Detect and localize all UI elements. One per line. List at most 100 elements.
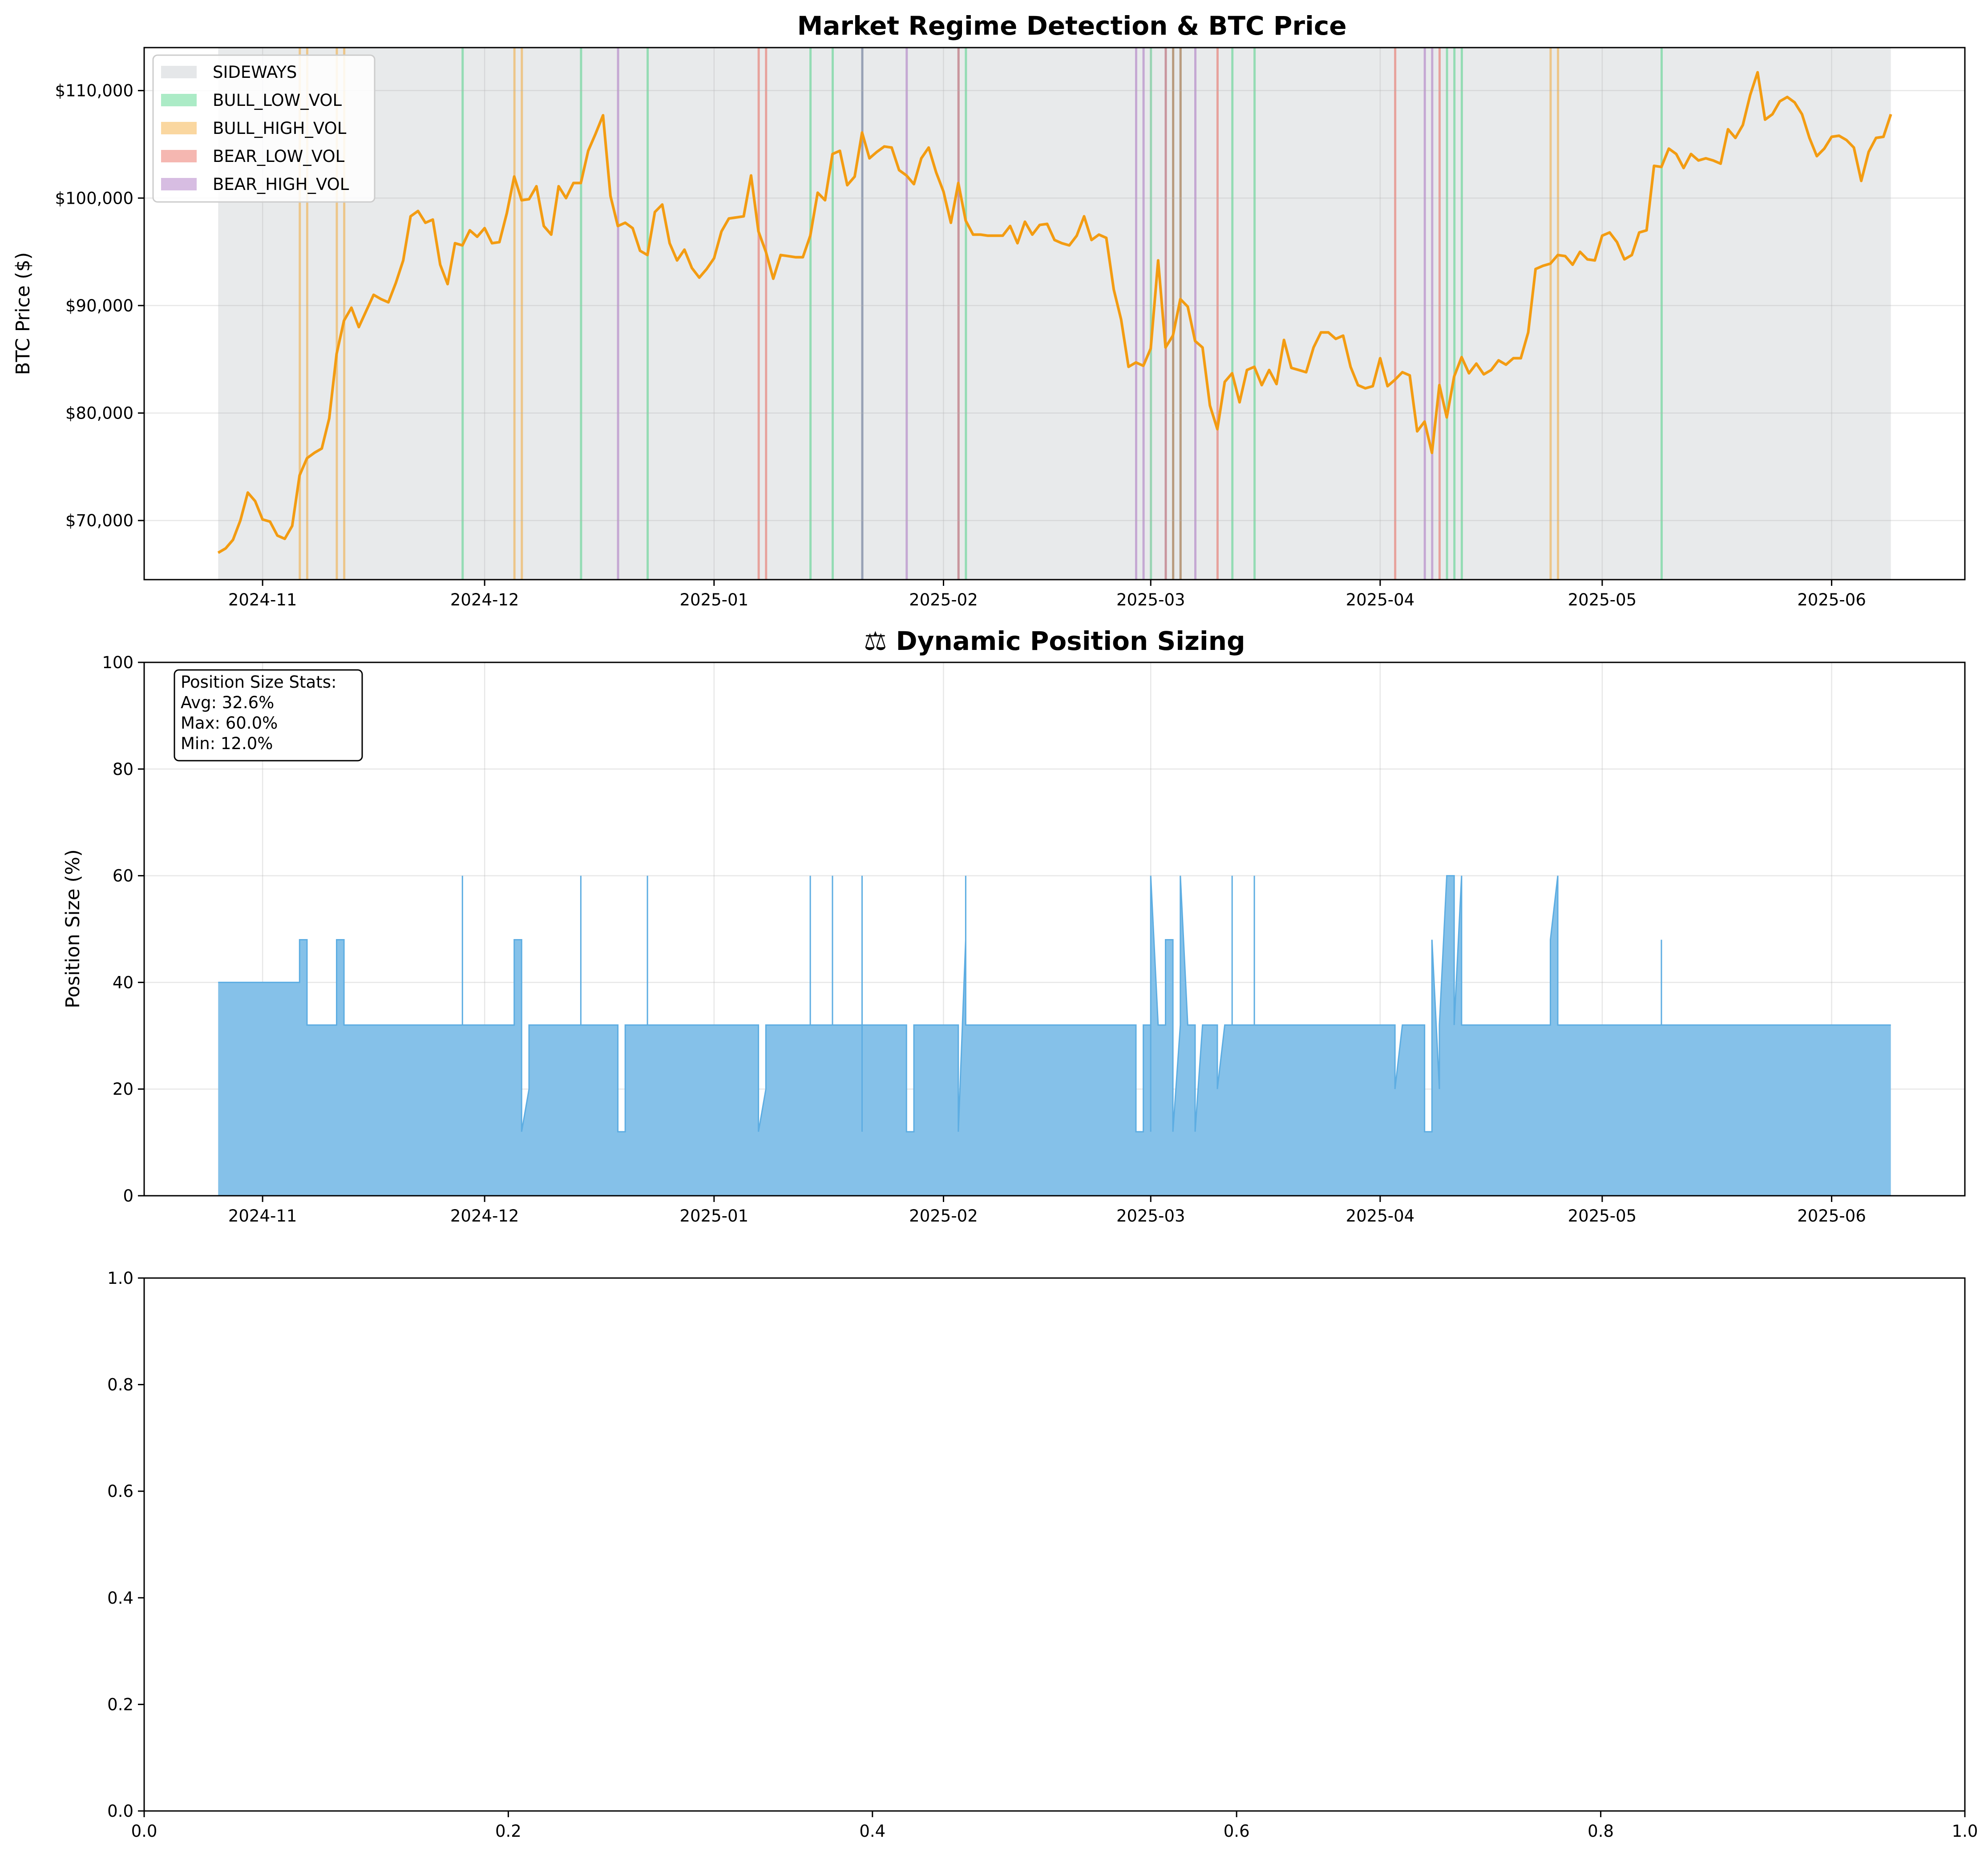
y-axis-ticks: 0.0 0.2 0.4 0.6 0.8 1.0 [107,1269,144,1821]
regime-band-bull_high_vol [521,48,523,580]
x-tick-label: 2025-02 [909,1206,978,1226]
y-tick-label: $80,000 [65,403,133,423]
regime-band-bull_low_vol [647,48,649,580]
price-series [217,71,1892,554]
regime-band-bull_high_vol [335,48,338,580]
regime-band-bull_high_vol [299,48,301,580]
x-tick-label: 0.2 [495,1822,521,1841]
legend-swatch-bull_high_vol [161,122,197,134]
y-tick-label: 60 [113,867,133,886]
x-tick-label: 0.8 [1588,1822,1614,1841]
stats-header: Position Size Stats: [181,673,336,692]
x-tick-label: 2024-12 [450,1206,519,1226]
y-tick-label: 20 [113,1080,133,1099]
regime-band-bear_low_vol [1172,48,1175,580]
regime-band-bull_high_vol [306,48,308,580]
regime-band-bull_low_vol [1460,48,1463,580]
regime-band-bear_high_vol [957,48,960,580]
regime-band-bull_low_vol [965,48,967,580]
x-axis-ticks: 2024-11 2024-12 2025-01 2025-02 2025-03 2025-… [228,580,1866,609]
y-tick-label: $90,000 [65,296,133,315]
regime-band-bull_low_vol [1446,48,1448,580]
x-tick-label: 0.4 [859,1822,885,1841]
x-tick-label: 2025-01 [680,590,749,609]
regime-band-bull_low_vol [461,48,464,580]
regime-band-bear_low_vol [1438,48,1441,580]
regime-band-bear_low_vol [757,48,760,580]
x-tick-label: 2025-03 [1116,590,1185,609]
regime-sideways-band [218,48,1891,580]
x-tick-label: 1.0 [1952,1822,1978,1841]
regime-band-bull_high_vol [957,48,960,580]
regime-band-bear_high_vol [1431,48,1434,580]
x-tick-label: 2025-03 [1116,1206,1185,1226]
regime-band-bull_low_vol [861,48,864,580]
x-tick-label: 2024-12 [450,590,519,609]
y-tick-label: 0.4 [107,1589,133,1608]
legend-label-sideways: SIDEWAYS [213,63,297,82]
position-size-area [218,875,1891,1196]
regime-band-bear_high_vol [905,48,908,580]
regime-band-bull_low_vol [1661,48,1663,580]
regime-band-bull_high_vol [513,48,516,580]
legend-swatch-bear_high_vol [161,178,197,190]
y-tick-label: 0 [123,1186,133,1206]
y-axis-label: Position Size (%) [62,849,84,1008]
regime-band-bear_low_vol [1216,48,1219,580]
x-tick-label: 2025-06 [1797,1206,1866,1226]
regime-band-bear_low_vol [1179,48,1182,580]
y-tick-label: 40 [113,973,133,992]
x-tick-label: 2025-04 [1346,1206,1415,1226]
y-tick-label: 80 [113,760,133,779]
stats-box: Position Size Stats: Avg: 32.6% Max: 60.… [174,669,363,762]
x-tick-label: 0.6 [1224,1822,1250,1841]
legend-swatch-bear_low_vol [161,150,197,162]
regime-band-bull_low_vol [1150,48,1152,580]
legend-label-bear_low_vol: BEAR_LOW_VOL [213,147,345,166]
x-tick-label: 2024-11 [228,590,297,609]
x-axis-ticks: 2024-11 2024-12 2025-01 2025-02 2025-03 2025-… [228,1196,1866,1226]
y-axis-ticks: 0 20 40 60 80 100 [102,653,144,1206]
y-tick-label: 0.6 [107,1482,133,1501]
regime-band-bear_high_vol [1135,48,1137,580]
regime-band-bull_low_vol [809,48,812,580]
legend: SIDEWAYS BULL_LOW_VOL BULL_HIGH_VOL BEAR_LO… [152,54,376,203]
x-tick-label: 0.0 [131,1822,158,1841]
y-tick-label: 100 [102,653,133,672]
plot-frame [143,47,1966,581]
x-axis-ticks: 0.0 0.2 0.4 0.6 0.8 1.0 [131,1811,1978,1841]
plot-frame [143,1277,1966,1812]
y-tick-label: 1.0 [107,1269,133,1288]
regime-band-bull_low_vol [831,48,834,580]
legend-label-bear_high_vol: BEAR_HIGH_VOL [213,175,349,194]
y-tick-label: $70,000 [65,511,133,530]
regime-band-bear_low_vol [765,48,768,580]
regime-band-bull_high_vol [343,48,346,580]
y-tick-label: $110,000 [55,81,133,101]
regime-band-bear_high_vol [1423,48,1426,580]
regime-band-bull_high_vol [1549,48,1552,580]
regime-band-bull_low_vol [1231,48,1234,580]
legend-frame [152,54,376,203]
regime-band-bear_high_vol [1164,48,1167,580]
empty-chart: 0.0 0.2 0.4 0.6 0.8 1.0 0.0 0.2 0.4 0.6 0.8 1.0 [107,1269,1978,1841]
x-tick-label: 2025-05 [1568,1206,1637,1226]
x-tick-label: 2024-11 [228,1206,297,1226]
regime-band-bear_low_vol [1394,48,1397,580]
position-size-fill [218,875,1891,1196]
legend-swatch-bull_low_vol [161,94,197,106]
regime-band-bull_low_vol [1179,48,1182,580]
regime-band-bear_high_vol [617,48,619,580]
y-tick-label: $100,000 [55,189,133,208]
y-axis-ticks: $70,000 $80,000 $90,000 $100,000 $110,000 [55,81,144,530]
y-tick-label: 0.0 [107,1802,133,1821]
legend-label-bull_low_vol: BULL_LOW_VOL [213,91,342,110]
regime-band-bear_high_vol [1194,48,1197,580]
regime-band-bull_low_vol [1453,48,1456,580]
regime-band-bull_low_vol [1172,48,1175,580]
regime-band-bull_high_vol [1164,48,1167,580]
chart-title: ⚖ Dynamic Position Sizing [864,626,1245,656]
legend-label-bull_high_vol: BULL_HIGH_VOL [213,119,347,138]
stats-max: Max: 60.0% [181,714,278,733]
